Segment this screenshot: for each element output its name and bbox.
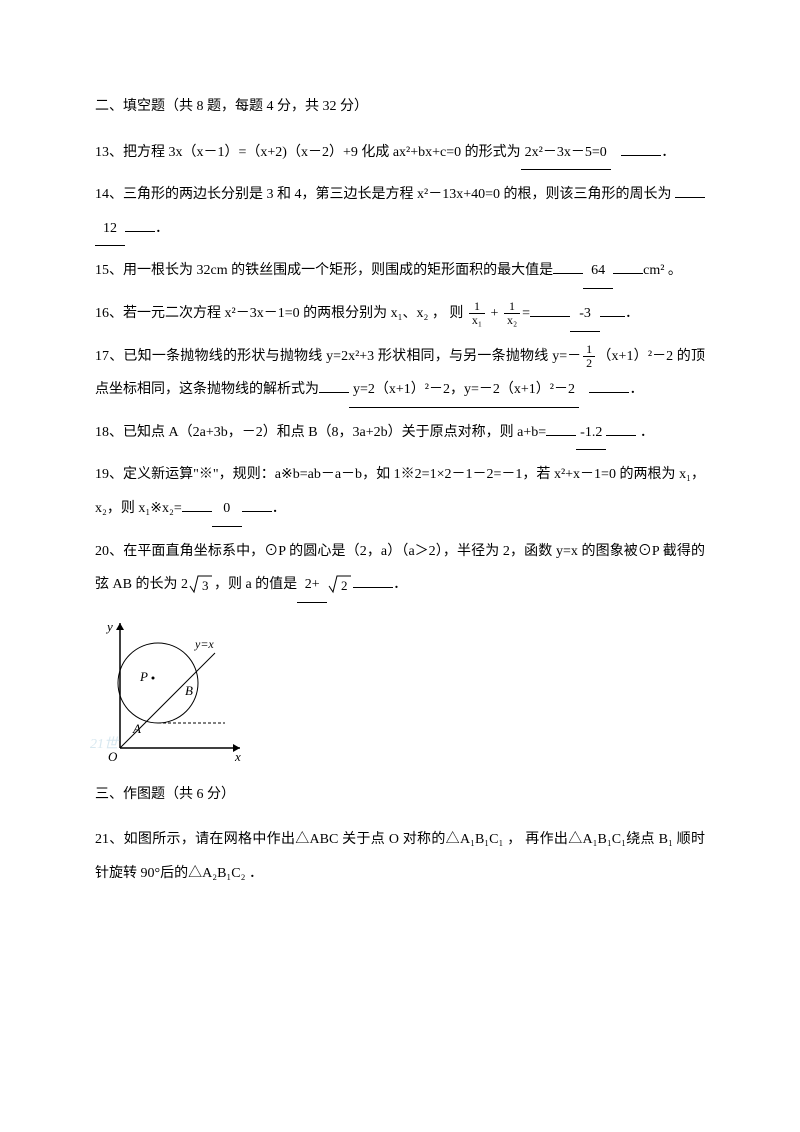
q20-sqrt1: 23	[181, 568, 214, 602]
q16-plus: +	[487, 306, 502, 321]
q18-blank2	[606, 435, 636, 436]
q20-sqrt1-rad: 3	[202, 578, 209, 593]
q14-answer: 12	[95, 212, 125, 247]
q15-text-b: cm² 。	[643, 263, 682, 278]
q20-text-c: ．	[393, 577, 407, 592]
line-label: y=x	[194, 637, 214, 651]
question-17: 17、已知一条抛物线的形状与抛物线 y=2x²+3 形状相同，与另一条抛物线 y…	[95, 340, 705, 408]
q16-text-b: ．	[625, 306, 639, 321]
question-18: 18、已知点 A（2a+3b，－2）和点 B（8，3a+2b）关于原点对称，则 …	[95, 416, 705, 451]
q16-frac2-den: x₂	[504, 314, 520, 327]
q14-blank2	[125, 231, 155, 232]
q17-frac: 12	[583, 343, 595, 370]
q15-blank2	[613, 273, 643, 274]
q20-text-b: ，则 a 的值是	[214, 577, 297, 592]
q16-answer: -3	[570, 297, 600, 332]
q17-blank2	[589, 392, 629, 393]
q15-answer: 64	[583, 254, 613, 289]
q15-blank1	[553, 273, 583, 274]
section-3-header: 三、作图题（共 6 分）	[95, 778, 705, 812]
q16-frac2-num: 1	[504, 300, 520, 314]
q20-sqrt2: 2	[327, 568, 353, 602]
q13-text-a: 13、把方程 3x（x－1）=（x+2)（x－2）+9 化成 ax²+bx+c=…	[95, 145, 521, 160]
diagram-svg: y x O P A B y=x	[95, 613, 255, 763]
y-arrow	[116, 623, 124, 630]
q19-text-b: ．	[272, 501, 286, 516]
x-label: x	[234, 749, 241, 763]
question-16: 16、若一元二次方程 x²－3x－1=0 的两根分别为 x₁、x₂ ， 则 1x…	[95, 297, 705, 332]
q17-answer: y=2（x+1）²－2，y=－2（x+1）²－2	[349, 373, 579, 408]
q16-blank2	[600, 316, 625, 317]
q14-text-a: 14、三角形的两边长分别是 3 和 4，第三边长是方程 x²－13x+40=0 …	[95, 187, 672, 202]
q17-text-a: 17、已知一条抛物线的形状与抛物线 y=2x²+3 形状相同，与另一条抛物线 y…	[95, 349, 581, 364]
q14-blank1	[675, 197, 705, 198]
q20-sqrt2-rad: 2	[341, 578, 348, 593]
q18-text-b: ．	[636, 425, 654, 440]
q15-text-a: 15、用一根长为 32cm 的铁丝围成一个矩形，则围成的矩形面积的最大值是	[95, 263, 553, 278]
point-p	[152, 676, 155, 679]
watermark-1: 21世	[90, 728, 118, 762]
q17-frac-num: 1	[583, 343, 595, 357]
question-21: 21、如图所示，请在网格中作出△ABC 关于点 O 对称的△A₁B₁C₁ ， 再…	[95, 823, 705, 890]
q19-blank2	[242, 511, 272, 512]
q16-frac1: 1x₁	[469, 300, 485, 327]
q16-frac2: 1x₂	[504, 300, 520, 327]
q20-answer-prefix: 2+	[297, 568, 327, 603]
question-20: 20、在平面直角坐标系中，⊙P 的圆心是（2，a）（a＞2），半径为 2，函数 …	[95, 535, 705, 603]
question-13: 13、把方程 3x（x－1）=（x+2)（x－2）+9 化成 ax²+bx+c=…	[95, 136, 705, 171]
question-19: 19、定义新运算"※"，规则：a※b=ab－a－b，如 1※2=1×2－1－2=…	[95, 458, 705, 526]
q14-text-b: ．	[155, 221, 169, 236]
q19-blank1	[182, 511, 212, 512]
q13-blank	[621, 155, 661, 156]
q20-diagram: 21世 y x O P A B y=x	[95, 613, 255, 763]
q16-blank1	[530, 316, 570, 317]
question-14: 14、三角形的两边长分别是 3 和 4，第三边长是方程 x²－13x+40=0 …	[95, 178, 705, 246]
q16-equals: =	[522, 306, 530, 321]
section-2-header: 二、填空题（共 8 题，每题 4 分，共 32 分）	[95, 90, 705, 124]
q16-frac1-num: 1	[469, 300, 485, 314]
q17-text-c: ．	[629, 382, 643, 397]
q17-frac-den: 2	[583, 357, 595, 370]
a-label: A	[132, 721, 141, 736]
q18-answer: -1.2	[576, 416, 606, 451]
q20-blank2	[353, 587, 393, 588]
q17-blank1	[319, 392, 349, 393]
q13-answer: 2x²－3x－5=0	[521, 136, 611, 171]
q13-text-b: ．	[661, 145, 675, 160]
q16-text-a: 16、若一元二次方程 x²－3x－1=0 的两根分别为 x₁、x₂ ， 则	[95, 306, 467, 321]
q18-blank1	[546, 435, 576, 436]
p-label: P	[139, 669, 148, 684]
q16-frac1-den: x₁	[469, 314, 485, 327]
q19-answer: 0	[212, 492, 242, 527]
question-15: 15、用一根长为 32cm 的铁丝围成一个矩形，则围成的矩形面积的最大值是 64 c…	[95, 254, 705, 289]
y-label: y	[105, 619, 113, 634]
q20-sqrt1-coef: 2	[181, 577, 188, 592]
b-label: B	[185, 683, 193, 698]
q18-text-a: 18、已知点 A（2a+3b，－2）和点 B（8，3a+2b）关于原点对称，则 …	[95, 425, 546, 440]
q19-text-a: 19、定义新运算"※"，规则：a※b=ab－a－b，如 1※2=1×2－1－2=…	[95, 467, 705, 516]
